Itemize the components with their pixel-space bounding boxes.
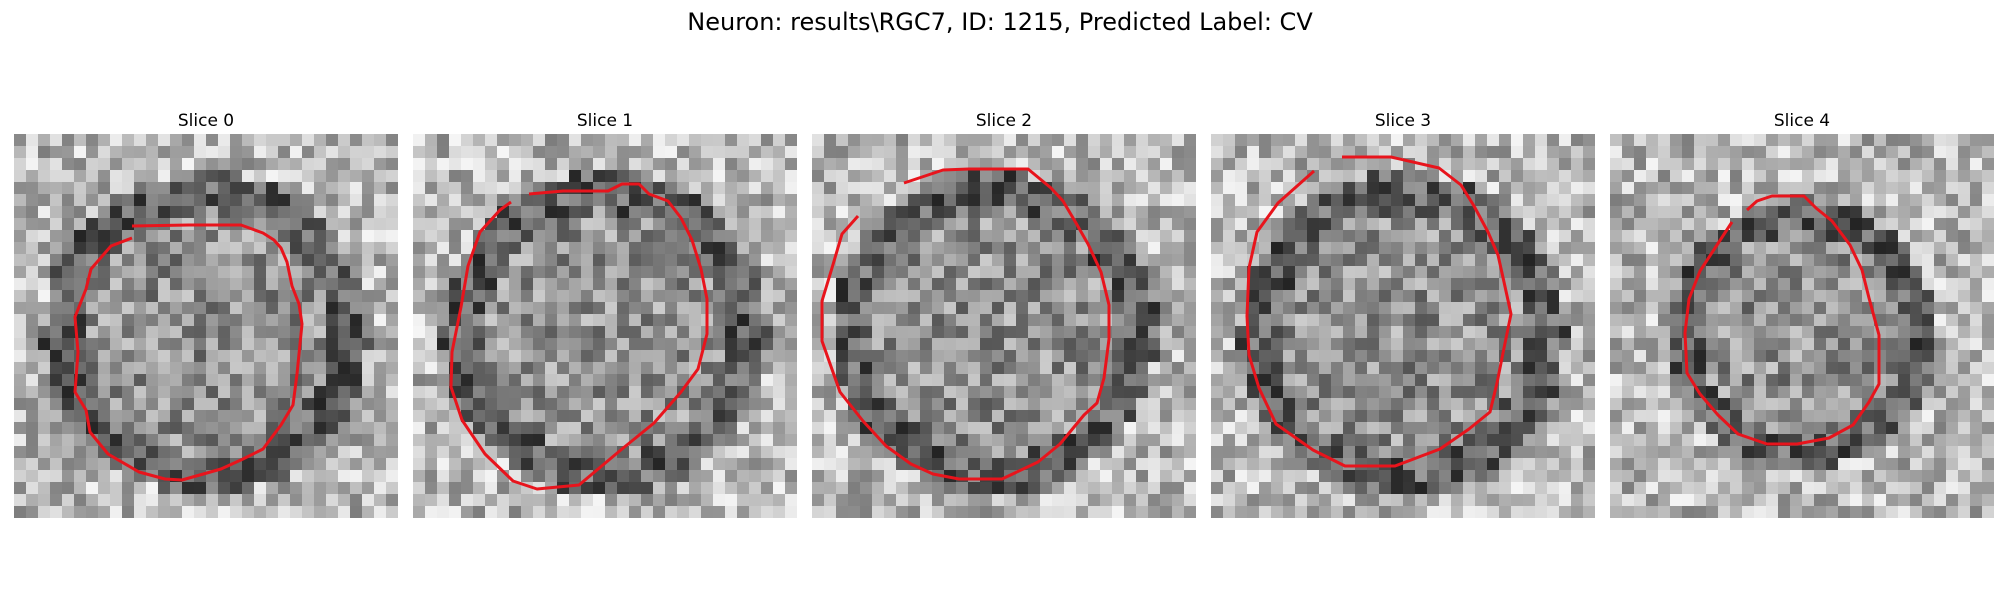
slice-image-4 [1610, 134, 1994, 518]
slice-image-2 [812, 134, 1196, 518]
slice-image-0 [14, 134, 398, 518]
slice-title-3: Slice 3 [1374, 111, 1432, 131]
segmentation-contour [820, 167, 1111, 481]
grayscale-pixels [1211, 134, 1595, 518]
slice-panel-1: Slice 1 [413, 108, 797, 518]
slice-title-4: Slice 4 [1773, 111, 1831, 131]
slice-title-1: Slice 1 [576, 111, 634, 131]
segmentation-contour [1245, 155, 1513, 468]
slice-image-3 [1211, 134, 1595, 518]
slice-panel-0: Slice 0 [14, 108, 398, 518]
figure-title: Neuron: results\RGC7, ID: 1215, Predicte… [687, 8, 1313, 36]
segmentation-contour [73, 223, 304, 482]
slice-title-2: Slice 2 [975, 111, 1033, 131]
slice-panel-3: Slice 3 [1211, 108, 1595, 518]
slice-image-1 [413, 134, 797, 518]
grayscale-pixels [14, 134, 398, 518]
grayscale-pixels [812, 134, 1196, 518]
grayscale-pixels [413, 134, 797, 518]
grayscale-pixels [1610, 134, 1994, 518]
slice-panel-4: Slice 4 [1610, 108, 1994, 518]
slice-panel-2: Slice 2 [812, 108, 1196, 518]
segmentation-contour [449, 182, 709, 491]
segmentation-contour [1683, 194, 1881, 446]
slice-title-0: Slice 0 [177, 111, 235, 131]
